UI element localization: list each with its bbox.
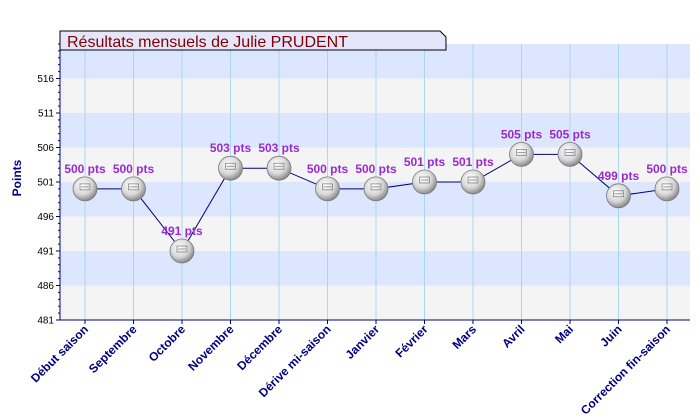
x-tick-label: Mars bbox=[449, 322, 479, 352]
data-label: 505 pts bbox=[501, 127, 543, 141]
data-label: 501 pts bbox=[452, 155, 494, 169]
y-tick-label: 501 bbox=[37, 178, 54, 189]
data-point bbox=[363, 176, 389, 202]
data-label: 500 pts bbox=[307, 162, 349, 176]
data-labels: 500 pts 500 pts 491 pts 503 pts 503 pts 500 p… bbox=[64, 127, 688, 238]
data-point-ball bbox=[363, 176, 389, 202]
ball-emblem bbox=[419, 176, 430, 184]
data-label: 501 pts bbox=[404, 155, 446, 169]
data-label: 500 pts bbox=[113, 162, 155, 176]
y-tick-label: 491 bbox=[37, 247, 54, 258]
data-label: 503 pts bbox=[210, 141, 252, 155]
ball-emblem bbox=[516, 149, 527, 156]
plot-band bbox=[60, 113, 690, 148]
data-point-ball bbox=[72, 176, 98, 202]
ball-emblem bbox=[564, 149, 576, 156]
title-box-shape bbox=[59, 30, 447, 51]
data-point-ball bbox=[121, 176, 146, 202]
plot-band bbox=[60, 78, 690, 113]
ball-emblem bbox=[661, 183, 673, 191]
plot-band bbox=[60, 147, 690, 182]
ball-emblem bbox=[273, 162, 285, 170]
y-tick-label: 496 bbox=[37, 212, 54, 223]
data-point bbox=[509, 141, 534, 167]
data-label: 500 pts bbox=[64, 162, 106, 176]
axes bbox=[59, 42, 690, 321]
x-tick-label: Avril bbox=[499, 322, 527, 350]
data-point-ball bbox=[315, 176, 340, 202]
data-label: 500 pts bbox=[355, 162, 397, 176]
data-point-ball bbox=[218, 155, 243, 181]
ball-emblem bbox=[322, 183, 333, 191]
data-point bbox=[557, 141, 583, 167]
x-tick-label: Juin bbox=[597, 322, 624, 349]
data-point bbox=[169, 238, 195, 264]
ball-emblem bbox=[79, 183, 91, 191]
data-point bbox=[315, 176, 340, 202]
chart-title-box: Résultats mensuels de Julie PRUDENT bbox=[59, 30, 447, 51]
data-point-ball bbox=[509, 141, 534, 167]
chart-title: Résultats mensuels de Julie PRUDENT bbox=[67, 34, 348, 51]
ball-emblem bbox=[128, 183, 139, 191]
data-point bbox=[460, 169, 486, 195]
y-tick-label: 486 bbox=[37, 281, 54, 292]
x-tick-label: Février bbox=[392, 322, 430, 360]
x-tick-label: Janvier bbox=[343, 322, 383, 362]
x-tick-label: Correction fin-saison bbox=[578, 322, 673, 417]
ball-emblem bbox=[370, 183, 382, 191]
y-tick-label: 506 bbox=[37, 143, 54, 154]
data-point bbox=[412, 169, 437, 195]
data-point-ball bbox=[266, 155, 292, 181]
data-point bbox=[654, 176, 680, 202]
data-point bbox=[606, 183, 631, 209]
data-point bbox=[121, 176, 146, 202]
y-tick-label: 516 bbox=[37, 74, 54, 85]
data-label: 500 pts bbox=[646, 162, 688, 176]
data-label: 499 pts bbox=[598, 169, 640, 183]
series-markers bbox=[72, 141, 680, 264]
y-axis-label: Points bbox=[10, 159, 24, 196]
x-tick-label: Décembre bbox=[234, 322, 285, 373]
data-label: 491 pts bbox=[161, 224, 203, 238]
x-tick-label: Début saison bbox=[28, 322, 91, 385]
data-point-ball bbox=[654, 176, 680, 202]
data-point-ball bbox=[169, 238, 195, 264]
plot-band bbox=[60, 285, 690, 320]
data-label: 503 pts bbox=[258, 141, 300, 155]
plot-band bbox=[60, 216, 690, 251]
data-point-ball bbox=[412, 169, 437, 195]
data-point bbox=[218, 155, 243, 181]
ball-emblem bbox=[613, 190, 624, 198]
data-point-ball bbox=[557, 141, 583, 167]
x-tick-label: Octobre bbox=[146, 322, 189, 365]
x-tick-label: Septembre bbox=[86, 322, 140, 376]
y-tick-label: 511 bbox=[38, 109, 54, 120]
data-point bbox=[266, 155, 292, 181]
data-point-ball bbox=[606, 183, 631, 209]
y-ticks: 481 486 491 496 501 506 511 516 bbox=[37, 43, 60, 327]
data-point-ball bbox=[460, 169, 486, 195]
x-tick-label: Novembre bbox=[185, 322, 237, 374]
y-tick-label: 481 bbox=[37, 316, 54, 327]
ball-emblem bbox=[176, 245, 188, 253]
data-point bbox=[72, 176, 98, 202]
ball-emblem bbox=[225, 162, 236, 170]
plot-band bbox=[60, 251, 690, 286]
x-tick-label: Mai bbox=[552, 322, 576, 346]
data-label: 505 pts bbox=[549, 127, 591, 141]
ball-emblem bbox=[467, 176, 479, 184]
